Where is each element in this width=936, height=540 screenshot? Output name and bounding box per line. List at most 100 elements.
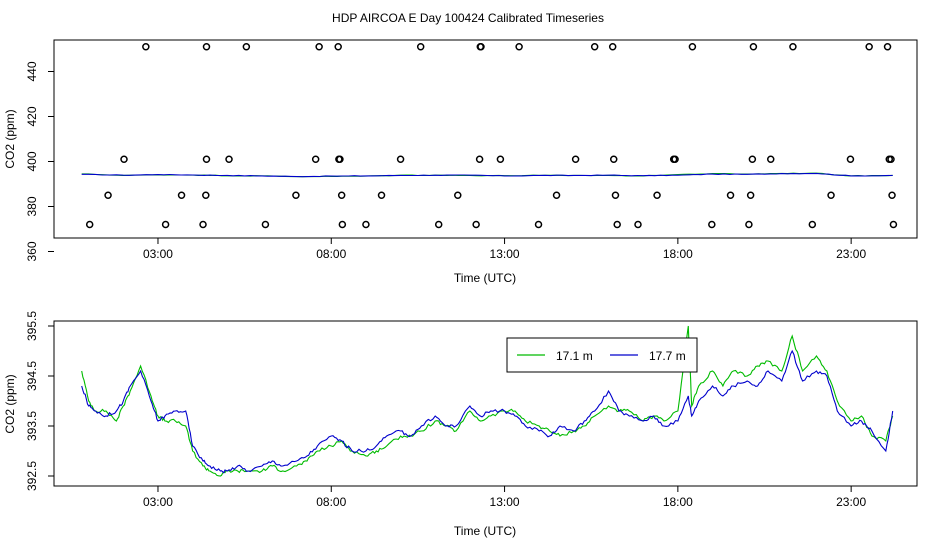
flag-point: [315, 43, 323, 51]
y-tick-label: 394.5: [25, 361, 39, 391]
flag-point: [336, 155, 344, 163]
flag-point: [808, 220, 817, 229]
flag-point: [199, 220, 207, 229]
flag-point: [142, 43, 150, 51]
series-line-0: [81, 325, 894, 477]
x-tick-label: 23:00: [836, 247, 866, 261]
flag-point: [261, 220, 270, 229]
flag-point: [609, 155, 618, 163]
flag-point: [104, 191, 112, 199]
flag-point: [889, 220, 898, 229]
chart-title: HDP AIRCOA E Day 100424 Calibrated Times…: [332, 11, 604, 25]
flag-point: [472, 220, 480, 229]
x-tick-label: 13:00: [490, 495, 520, 509]
bottom-x-axis-label: Time (UTC): [454, 524, 516, 538]
flag-point: [475, 155, 484, 163]
flag-point: [434, 220, 443, 229]
y-tick-label: 393.5: [25, 411, 39, 441]
flag-point: [634, 220, 642, 229]
flag-point: [496, 155, 505, 163]
flag-point: [571, 155, 580, 163]
series-line-0: [81, 172, 893, 178]
x-tick-label: 18:00: [663, 495, 693, 509]
y-tick-label: 420: [25, 106, 39, 126]
flag-point: [611, 191, 620, 199]
bottom-panel: 392.5 393.5 394.5 395.5 03:00 08:00 13:00 18:0…: [3, 311, 918, 538]
y-tick-label: 395.5: [25, 311, 39, 341]
flag-point: [85, 220, 94, 229]
y-tick-label: 380: [25, 196, 39, 216]
top-flag-points: [85, 43, 898, 229]
top-y-axis-label: CO2 (ppm): [3, 109, 17, 168]
flag-point: [292, 191, 300, 199]
flag-point: [865, 43, 873, 51]
top-x-axis-label: Time (UTC): [454, 271, 516, 285]
y-tick-label: 400: [25, 151, 39, 171]
flag-point: [311, 155, 320, 163]
flag-point: [745, 220, 753, 229]
flag-point: [590, 43, 599, 51]
flag-point: [202, 191, 210, 199]
flag-point: [827, 191, 835, 199]
flag-point: [362, 220, 370, 229]
bottom-x-axis: 03:00 08:00 13:00 18:00 23:00: [143, 486, 866, 509]
flag-point: [334, 43, 342, 51]
flag-point: [846, 155, 855, 163]
y-tick-label: 440: [25, 61, 39, 81]
bottom-y-axis: 392.5 393.5 394.5 395.5: [25, 311, 54, 491]
flag-point: [177, 191, 186, 199]
flag-point: [477, 43, 485, 51]
flag-point: [766, 155, 775, 163]
flag-point: [515, 43, 523, 51]
series-line-1: [81, 349, 894, 474]
x-tick-label: 03:00: [143, 247, 173, 261]
y-tick-label: 360: [25, 241, 39, 261]
flag-point: [883, 43, 892, 51]
flag-point: [534, 220, 543, 229]
bottom-series-lines: [81, 325, 894, 477]
legend: 17.1 m 17.7 m: [506, 337, 698, 373]
top-series-lines: [81, 172, 893, 178]
top-x-axis: 03:00 08:00 13:00 18:00 23:00: [143, 238, 866, 261]
flag-point: [608, 43, 617, 51]
flag-point: [613, 220, 621, 229]
flag-point: [789, 43, 797, 51]
x-tick-label: 18:00: [663, 247, 693, 261]
flag-point: [416, 43, 425, 51]
flag-point: [396, 155, 405, 163]
top-plot-frame: [53, 39, 918, 239]
flag-point: [653, 191, 661, 199]
flag-point: [120, 155, 128, 163]
flag-point: [338, 220, 347, 229]
flag-point: [671, 155, 679, 163]
x-tick-label: 23:00: [836, 495, 866, 509]
flag-point: [225, 155, 233, 163]
x-tick-label: 08:00: [316, 247, 346, 261]
legend-label-17-7m: 17.7 m: [649, 349, 686, 363]
flag-point: [887, 155, 895, 163]
flag-point: [746, 191, 755, 199]
flag-point: [337, 191, 346, 199]
bottom-y-axis-label: CO2 (ppm): [3, 374, 17, 433]
flag-point: [708, 220, 716, 229]
flag-point: [888, 191, 896, 199]
top-panel: 360 380 400 420 440 03:00 08:00 13:00 18:00 23:0…: [3, 39, 918, 285]
flag-point: [202, 155, 211, 163]
flag-point: [161, 220, 170, 229]
x-tick-label: 13:00: [490, 247, 520, 261]
flag-point: [748, 155, 757, 163]
flag-point: [749, 43, 758, 51]
flag-point: [454, 191, 462, 199]
flag-point: [688, 43, 697, 51]
y-tick-label: 392.5: [25, 461, 39, 491]
flag-point: [242, 43, 251, 51]
x-tick-label: 08:00: [316, 495, 346, 509]
legend-label-17-1m: 17.1 m: [556, 349, 593, 363]
flag-point: [726, 191, 735, 199]
x-tick-label: 03:00: [143, 495, 173, 509]
top-y-axis: 360 380 400 420 440: [25, 61, 54, 262]
flag-point: [202, 43, 211, 51]
flag-point: [377, 191, 386, 199]
bottom-plot-frame: [53, 320, 918, 487]
